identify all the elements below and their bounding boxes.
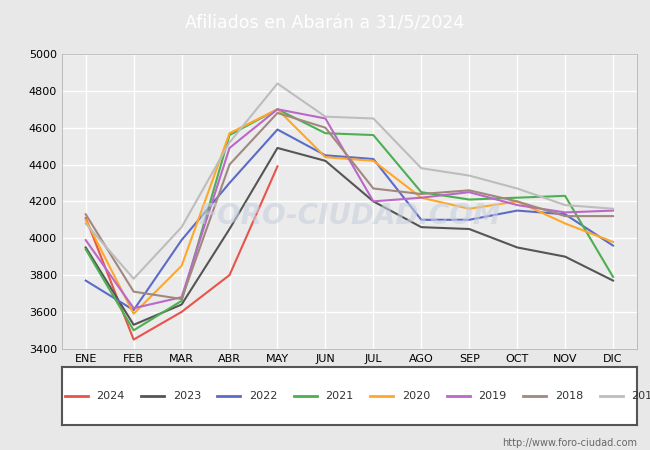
Text: FORO-CIUDAD.COM: FORO-CIUDAD.COM: [198, 202, 500, 230]
Text: 2019: 2019: [478, 391, 506, 401]
Text: 2024: 2024: [96, 391, 125, 401]
Text: 2018: 2018: [555, 391, 583, 401]
Text: 2021: 2021: [326, 391, 354, 401]
Text: http://www.foro-ciudad.com: http://www.foro-ciudad.com: [502, 438, 637, 448]
Text: 2022: 2022: [249, 391, 278, 401]
Text: Afiliados en Abarán a 31/5/2024: Afiliados en Abarán a 31/5/2024: [185, 14, 465, 33]
Text: 2023: 2023: [173, 391, 201, 401]
Text: 2020: 2020: [402, 391, 430, 401]
Text: 2017: 2017: [631, 391, 650, 401]
